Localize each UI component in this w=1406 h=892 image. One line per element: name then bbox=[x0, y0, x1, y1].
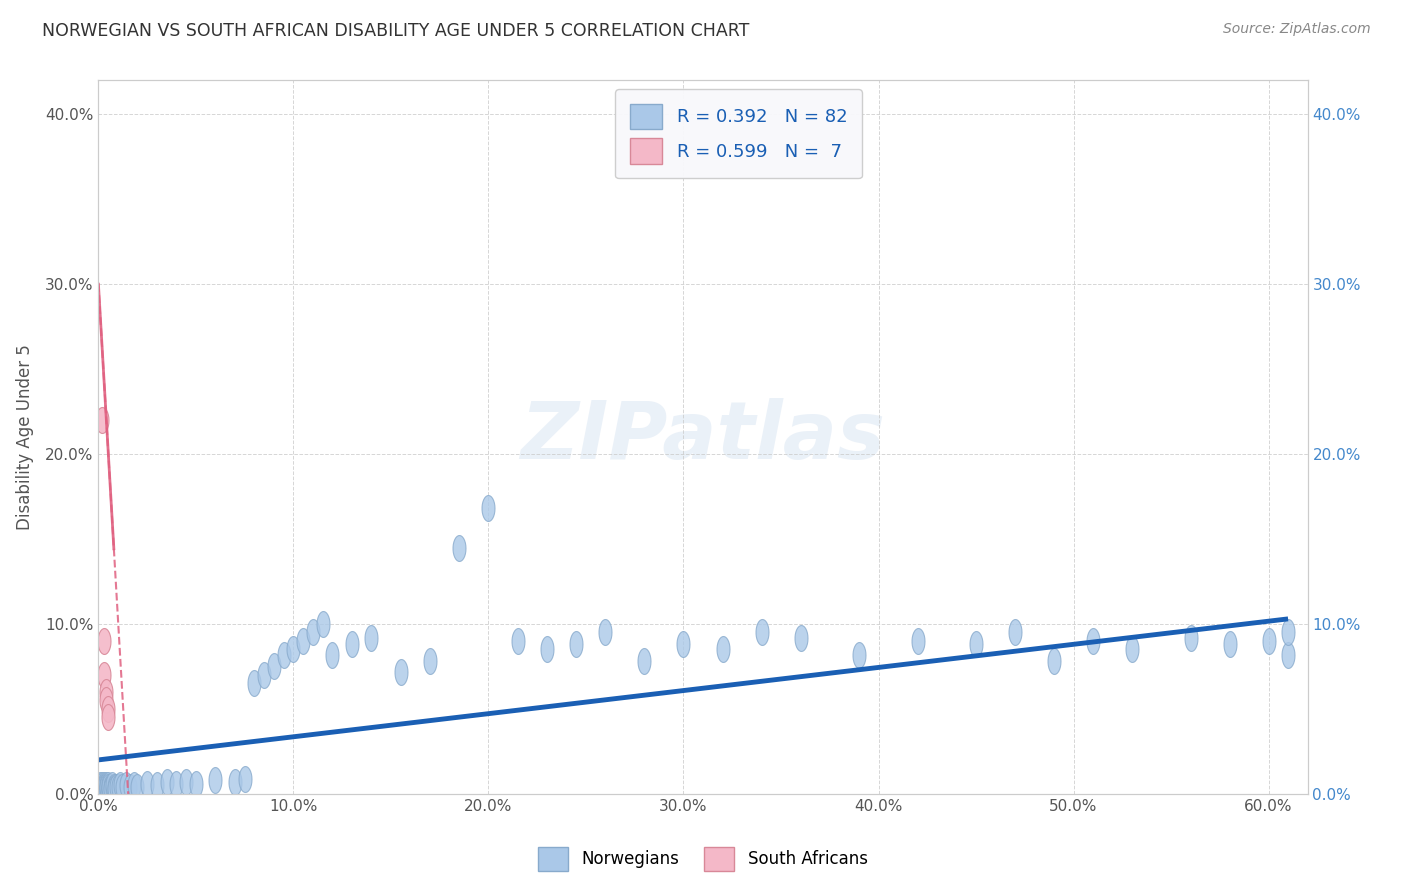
Point bbox=[93, 778, 115, 792]
Point bbox=[243, 676, 266, 690]
Point bbox=[292, 634, 315, 648]
Point bbox=[1180, 631, 1202, 645]
Point bbox=[477, 501, 499, 516]
Point bbox=[389, 665, 412, 679]
Point bbox=[103, 780, 125, 794]
Point bbox=[711, 642, 734, 657]
Point bbox=[111, 780, 134, 794]
Point bbox=[1081, 634, 1104, 648]
Point bbox=[146, 778, 169, 792]
Point bbox=[1257, 634, 1279, 648]
Point bbox=[91, 778, 114, 792]
Point bbox=[97, 702, 120, 716]
Point bbox=[93, 783, 115, 797]
Point bbox=[302, 625, 325, 640]
Point bbox=[233, 772, 256, 786]
Point bbox=[184, 777, 207, 791]
Point bbox=[98, 781, 121, 796]
Point bbox=[848, 648, 870, 662]
Point bbox=[263, 659, 285, 673]
Point bbox=[907, 634, 929, 648]
Point bbox=[122, 778, 145, 792]
Point bbox=[93, 634, 115, 648]
Point bbox=[633, 654, 655, 668]
Legend: Norwegians, South Africans: Norwegians, South Africans bbox=[530, 839, 876, 880]
Point bbox=[224, 775, 246, 789]
Point bbox=[360, 631, 382, 645]
Point bbox=[449, 541, 471, 555]
Point bbox=[174, 775, 197, 789]
Point bbox=[204, 773, 226, 788]
Point bbox=[89, 783, 111, 797]
Point bbox=[96, 783, 118, 797]
Point bbox=[96, 778, 118, 792]
Point bbox=[93, 668, 115, 682]
Point bbox=[97, 780, 120, 794]
Point bbox=[751, 625, 773, 640]
Point bbox=[156, 775, 179, 789]
Point bbox=[321, 648, 343, 662]
Point bbox=[97, 783, 120, 797]
Point bbox=[1219, 637, 1241, 651]
Point bbox=[506, 634, 529, 648]
Point bbox=[312, 617, 335, 632]
Point bbox=[93, 780, 115, 794]
Point bbox=[101, 781, 124, 796]
Point bbox=[565, 637, 588, 651]
Point bbox=[103, 781, 125, 796]
Point bbox=[91, 783, 114, 797]
Point bbox=[89, 781, 111, 796]
Point bbox=[1043, 654, 1066, 668]
Point bbox=[98, 780, 121, 794]
Point bbox=[127, 780, 149, 794]
Legend: R = 0.392   N = 82, R = 0.599   N =  7: R = 0.392 N = 82, R = 0.599 N = 7 bbox=[616, 89, 862, 178]
Point bbox=[108, 778, 131, 792]
Point bbox=[789, 631, 811, 645]
Point bbox=[91, 781, 114, 796]
Point bbox=[1121, 642, 1143, 657]
Y-axis label: Disability Age Under 5: Disability Age Under 5 bbox=[15, 344, 34, 530]
Point bbox=[340, 637, 363, 651]
Point bbox=[118, 780, 141, 794]
Point bbox=[101, 778, 124, 792]
Text: Source: ZipAtlas.com: Source: ZipAtlas.com bbox=[1223, 22, 1371, 37]
Point bbox=[89, 778, 111, 792]
Point bbox=[93, 780, 115, 794]
Point bbox=[97, 710, 120, 724]
Point bbox=[536, 642, 558, 657]
Point bbox=[595, 625, 617, 640]
Point bbox=[97, 781, 120, 796]
Point bbox=[96, 780, 118, 794]
Point bbox=[253, 668, 276, 682]
Point bbox=[91, 780, 114, 794]
Point bbox=[419, 654, 441, 668]
Point bbox=[96, 781, 118, 796]
Point bbox=[91, 781, 114, 796]
Point bbox=[91, 413, 114, 427]
Text: ZIPatlas: ZIPatlas bbox=[520, 398, 886, 476]
Point bbox=[97, 778, 120, 792]
Point bbox=[93, 781, 115, 796]
Point bbox=[1004, 625, 1026, 640]
Point bbox=[283, 642, 305, 657]
Point bbox=[965, 637, 987, 651]
Point bbox=[96, 693, 118, 707]
Point bbox=[672, 637, 695, 651]
Point bbox=[273, 648, 295, 662]
Text: NORWEGIAN VS SOUTH AFRICAN DISABILITY AGE UNDER 5 CORRELATION CHART: NORWEGIAN VS SOUTH AFRICAN DISABILITY AG… bbox=[42, 22, 749, 40]
Point bbox=[104, 780, 127, 794]
Point bbox=[114, 778, 136, 792]
Point bbox=[1277, 625, 1299, 640]
Point bbox=[96, 685, 118, 699]
Point bbox=[1277, 648, 1299, 662]
Point bbox=[89, 780, 111, 794]
Point bbox=[136, 777, 159, 791]
Point bbox=[107, 780, 129, 794]
Point bbox=[93, 781, 115, 796]
Point bbox=[165, 777, 187, 791]
